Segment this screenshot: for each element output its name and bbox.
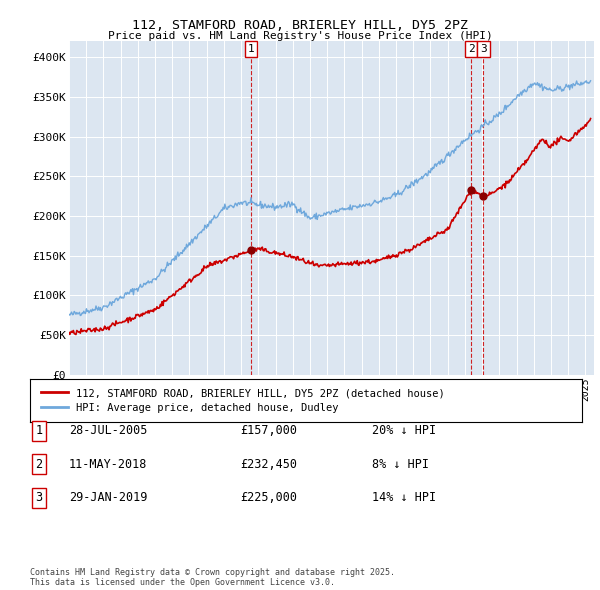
Text: £225,000: £225,000 bbox=[240, 491, 297, 504]
Text: £157,000: £157,000 bbox=[240, 424, 297, 437]
Text: 29-JAN-2019: 29-JAN-2019 bbox=[69, 491, 148, 504]
Text: 2: 2 bbox=[468, 44, 475, 54]
Text: £232,450: £232,450 bbox=[240, 458, 297, 471]
Text: 1: 1 bbox=[248, 44, 254, 54]
Text: 112, STAMFORD ROAD, BRIERLEY HILL, DY5 2PZ: 112, STAMFORD ROAD, BRIERLEY HILL, DY5 2… bbox=[132, 19, 468, 32]
Text: 28-JUL-2005: 28-JUL-2005 bbox=[69, 424, 148, 437]
Text: 1: 1 bbox=[35, 424, 43, 437]
Text: 8% ↓ HPI: 8% ↓ HPI bbox=[372, 458, 429, 471]
Text: 3: 3 bbox=[480, 44, 487, 54]
Text: 3: 3 bbox=[35, 491, 43, 504]
Text: 2: 2 bbox=[35, 458, 43, 471]
Text: Price paid vs. HM Land Registry's House Price Index (HPI): Price paid vs. HM Land Registry's House … bbox=[107, 31, 493, 41]
Text: 14% ↓ HPI: 14% ↓ HPI bbox=[372, 491, 436, 504]
Legend: 112, STAMFORD ROAD, BRIERLEY HILL, DY5 2PZ (detached house), HPI: Average price,: 112, STAMFORD ROAD, BRIERLEY HILL, DY5 2… bbox=[35, 382, 451, 419]
Text: 20% ↓ HPI: 20% ↓ HPI bbox=[372, 424, 436, 437]
Text: Contains HM Land Registry data © Crown copyright and database right 2025.
This d: Contains HM Land Registry data © Crown c… bbox=[30, 568, 395, 587]
Text: 11-MAY-2018: 11-MAY-2018 bbox=[69, 458, 148, 471]
